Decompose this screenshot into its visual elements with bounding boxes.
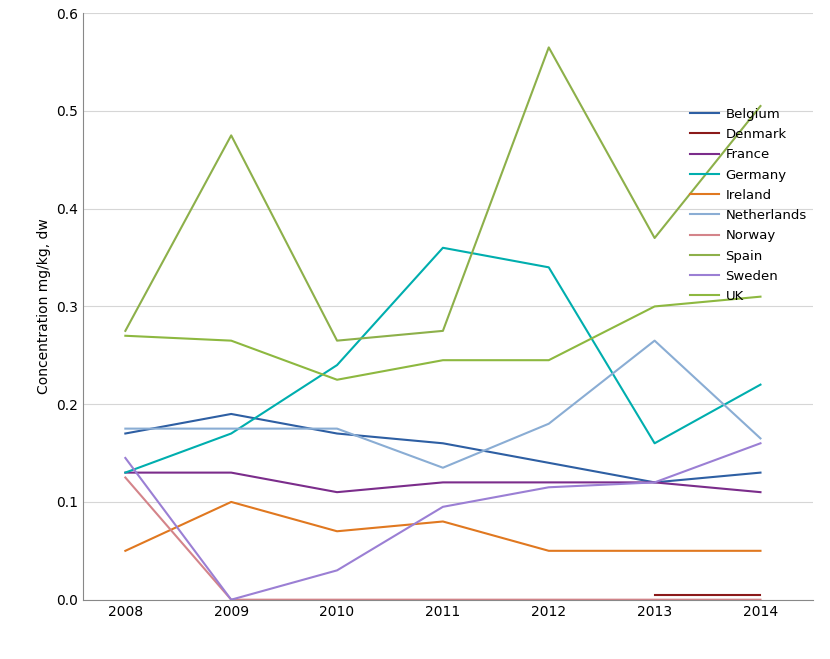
Norway [544,596,554,604]
UK [227,337,237,345]
France [227,469,237,476]
UK [120,331,130,340]
Belgium [544,459,554,467]
France [120,469,130,476]
Belgium [332,430,342,438]
Netherlands [120,424,130,432]
Sweden [755,440,765,447]
Sweden [438,503,448,511]
Spain [227,131,237,139]
UK [544,357,554,364]
Line: Netherlands: Netherlands [125,341,760,468]
Ireland [755,547,765,555]
France [438,478,448,486]
Belgium [120,430,130,438]
Netherlands [438,464,448,472]
Germany [755,381,765,389]
Spain [332,337,342,345]
Belgium [650,478,660,486]
UK [650,302,660,310]
France [332,488,342,496]
Ireland [227,498,237,506]
Sweden [544,483,554,491]
Denmark [755,591,765,599]
Belgium [755,469,765,476]
Germany [332,361,342,369]
Ireland [332,527,342,535]
France [650,478,660,486]
Norway [755,596,765,604]
Sweden [332,567,342,575]
Spain [120,327,130,335]
Ireland [650,547,660,555]
Line: Germany: Germany [125,248,760,473]
Norway [438,596,448,604]
Line: Ireland: Ireland [125,502,760,551]
UK [332,376,342,384]
Line: Norway: Norway [125,478,760,600]
Ireland [438,517,448,525]
Line: France: France [125,473,760,492]
Ireland [120,547,130,555]
Sweden [650,478,660,486]
Germany [650,440,660,447]
Netherlands [332,424,342,432]
Spain [438,327,448,335]
Sweden [120,454,130,462]
Norway [227,596,237,604]
Line: UK: UK [125,297,760,380]
UK [755,293,765,301]
Legend: Belgium, Denmark, France, Germany, Ireland, Netherlands, Norway, Spain, Sweden, : Belgium, Denmark, France, Germany, Irela… [690,108,807,303]
UK [438,357,448,364]
Spain [650,234,660,242]
Norway [120,474,130,482]
Norway [332,596,342,604]
Spain [544,43,554,51]
Germany [227,430,237,438]
Germany [544,264,554,272]
Y-axis label: Concentration mg/kg, dw: Concentration mg/kg, dw [37,219,51,394]
Belgium [438,440,448,447]
Denmark [650,591,660,599]
Ireland [544,547,554,555]
France [544,478,554,486]
Netherlands [227,424,237,432]
Spain [755,102,765,110]
France [755,488,765,496]
Line: Sweden: Sweden [125,444,760,600]
Sweden [227,596,237,604]
Germany [120,469,130,476]
Germany [438,244,448,252]
Line: Belgium: Belgium [125,414,760,482]
Netherlands [650,337,660,345]
Norway [650,596,660,604]
Belgium [227,410,237,418]
Netherlands [544,420,554,428]
Netherlands [755,434,765,442]
Line: Spain: Spain [125,47,760,341]
